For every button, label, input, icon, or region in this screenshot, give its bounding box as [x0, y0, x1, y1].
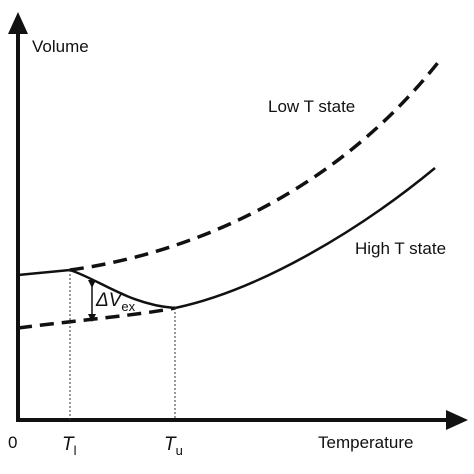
delta-symbol: ΔV	[95, 290, 124, 311]
low-t-curve	[69, 58, 442, 272]
x-axis-arrow	[446, 410, 468, 430]
tl-label: Tl	[62, 434, 77, 458]
tl-symbol: T	[62, 434, 75, 455]
delta-label: ΔVex	[95, 290, 136, 314]
x-axis-label: Temperature	[318, 433, 413, 452]
delta-subscript: ex	[121, 299, 135, 314]
high-state-label: High T state	[355, 239, 446, 258]
origin-label: 0	[8, 433, 17, 452]
measured-curve	[17, 167, 436, 310]
y-axis-label: Volume	[32, 37, 89, 56]
tu-subscript: u	[176, 443, 183, 458]
low-state-label: Low T state	[268, 97, 355, 116]
tu-label: Tu	[164, 434, 183, 458]
tl-subscript: l	[74, 443, 77, 458]
tu-symbol: T	[164, 434, 177, 455]
high-t-extrapolation	[17, 306, 176, 330]
y-axis-arrow	[8, 12, 28, 34]
